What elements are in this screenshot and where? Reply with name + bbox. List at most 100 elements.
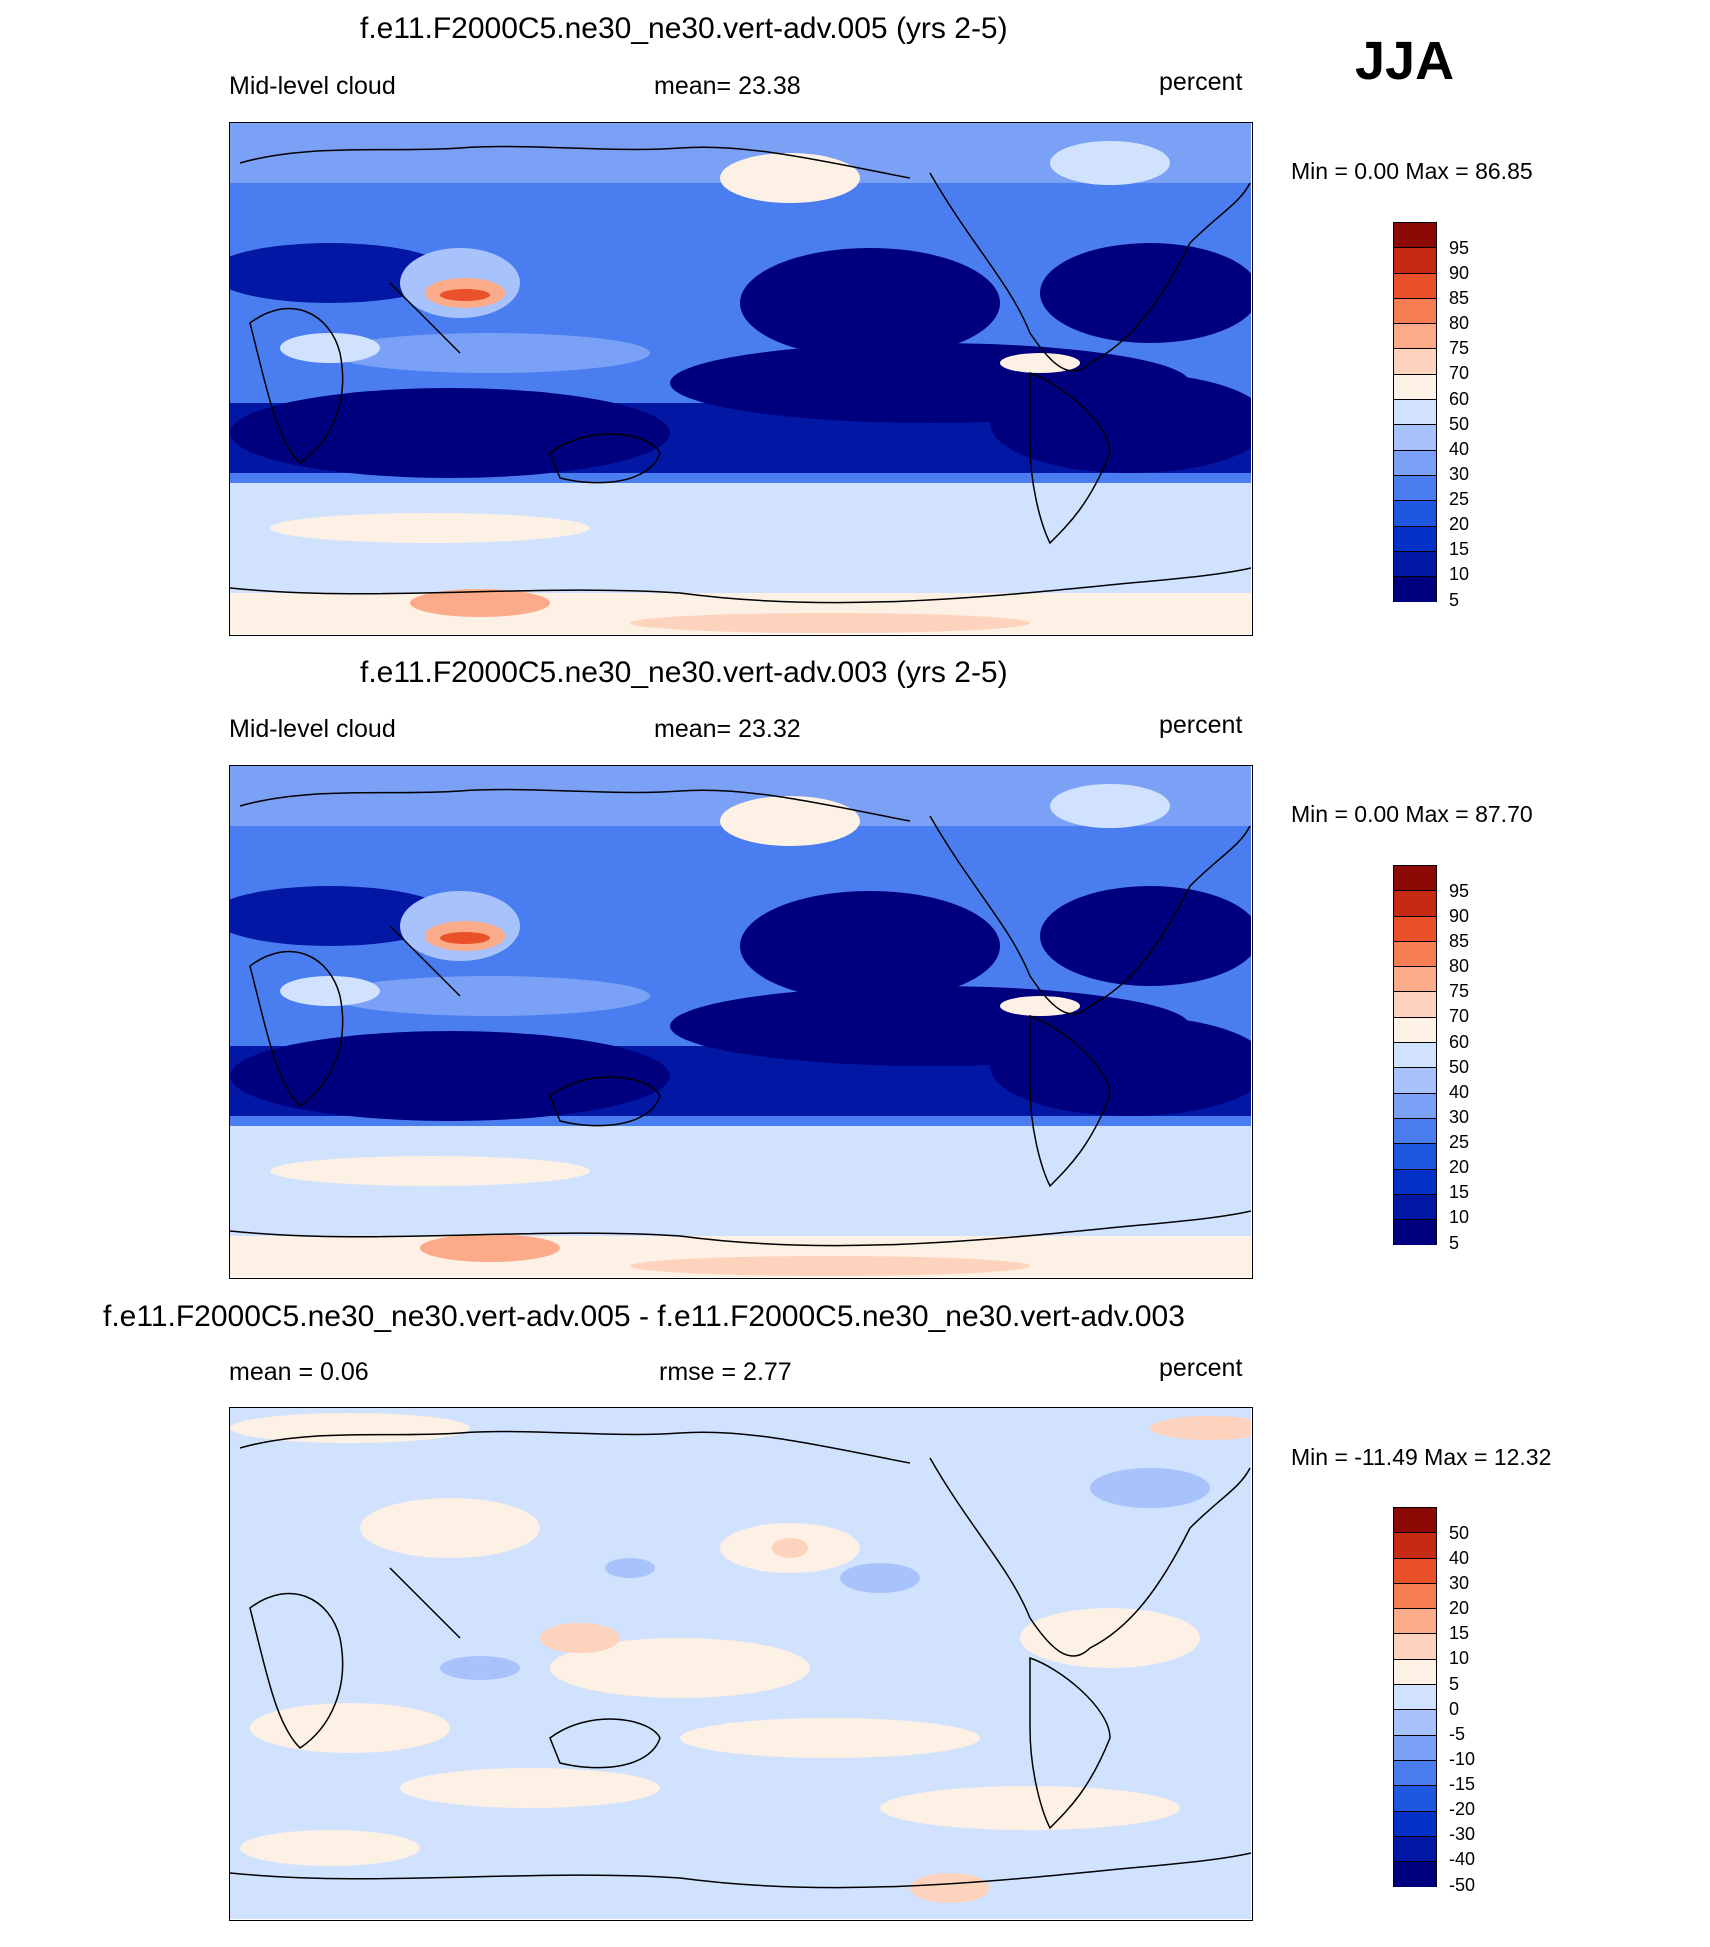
- colorbar-tick: -5: [1449, 1724, 1466, 1744]
- colorbar-tick: 50: [1449, 1523, 1470, 1543]
- panel-3-map: [229, 1407, 1253, 1921]
- colorbar-tick: 80: [1449, 313, 1470, 333]
- colorbar-tick: 95: [1449, 881, 1470, 901]
- colorbar-swatch-1: [1394, 248, 1436, 274]
- colorbar-tick: 40: [1449, 1082, 1470, 1102]
- colorbar-swatch-13: [1394, 551, 1436, 578]
- panel-2-mean-label: mean= 23.32: [654, 715, 801, 743]
- colorbar-swatch-5: [1394, 992, 1436, 1018]
- colorbar-tick: 20: [1449, 1598, 1470, 1618]
- colorbar-tick: 15: [1449, 539, 1470, 559]
- panel-2-colorbar-swatches: [1393, 865, 1437, 1246]
- colorbar-tick: 40: [1449, 1548, 1470, 1568]
- colorbar-tick: 25: [1449, 489, 1470, 509]
- colorbar-tick: 80: [1449, 956, 1470, 976]
- colorbar-swatch-8: [1394, 1710, 1436, 1736]
- colorbar-swatch-5: [1394, 1634, 1436, 1660]
- panel-3-colorbar-swatches: [1393, 1507, 1437, 1888]
- colorbar-swatch-11: [1394, 1144, 1436, 1170]
- colorbar-tick: 50: [1449, 1057, 1470, 1077]
- colorbar-swatch-11: [1394, 501, 1436, 527]
- colorbar-swatch-13: [1394, 1194, 1436, 1221]
- colorbar-swatch-3: [1394, 1583, 1436, 1610]
- colorbar-swatch-14: [1394, 1220, 1436, 1246]
- colorbar-tick: 5: [1449, 1674, 1460, 1694]
- colorbar-swatch-2: [1394, 1558, 1436, 1584]
- colorbar-swatch-4: [1394, 1609, 1436, 1635]
- colorbar-tick: 5: [1449, 590, 1460, 610]
- colorbar-tick: 95: [1449, 238, 1470, 258]
- panel-1-field: [230, 123, 1251, 634]
- panel-2-minmax: Min = 0.00 Max = 87.70: [1291, 801, 1533, 827]
- panel-1-mean-label: mean= 23.38: [654, 72, 801, 100]
- colorbar-swatch-4: [1394, 967, 1436, 993]
- colorbar-swatch-12: [1394, 526, 1436, 552]
- colorbar-swatch-4: [1394, 324, 1436, 350]
- colorbar-tick: 20: [1449, 514, 1470, 534]
- colorbar-tick: 25: [1449, 1132, 1470, 1152]
- colorbar-tick: 90: [1449, 906, 1470, 926]
- panel-3-mean-label: mean = 0.06: [229, 1358, 369, 1386]
- colorbar-swatch-5: [1394, 349, 1436, 375]
- panel-1-map: [229, 122, 1253, 636]
- colorbar-swatch-8: [1394, 1068, 1436, 1094]
- colorbar-swatch-10: [1394, 475, 1436, 502]
- colorbar-tick: 75: [1449, 981, 1470, 1001]
- colorbar-tick: -50: [1449, 1875, 1476, 1895]
- season-label: JJA: [1355, 31, 1455, 91]
- panel-2-map: [229, 765, 1253, 1279]
- colorbar-tick: 30: [1449, 1107, 1470, 1127]
- panel-2-variable-label: Mid-level cloud: [229, 715, 396, 743]
- colorbar-tick: 0: [1449, 1699, 1460, 1719]
- colorbar-tick: 70: [1449, 363, 1470, 383]
- colorbar-swatch-10: [1394, 1760, 1436, 1787]
- colorbar-swatch-7: [1394, 400, 1436, 426]
- colorbar-tick: 15: [1449, 1623, 1470, 1643]
- colorbar-swatch-9: [1394, 1093, 1436, 1119]
- colorbar-swatch-12: [1394, 1811, 1436, 1837]
- colorbar-tick: -30: [1449, 1824, 1476, 1844]
- colorbar-swatch-9: [1394, 450, 1436, 476]
- colorbar-tick: -10: [1449, 1749, 1476, 1769]
- colorbar-tick: 10: [1449, 1648, 1470, 1668]
- colorbar-tick: 30: [1449, 464, 1470, 484]
- colorbar-tick: 40: [1449, 439, 1470, 459]
- colorbar-swatch-11: [1394, 1786, 1436, 1812]
- colorbar-tick: -40: [1449, 1849, 1476, 1869]
- colorbar-swatch-6: [1394, 374, 1436, 401]
- colorbar-tick: 85: [1449, 931, 1470, 951]
- panel-3-units-label: percent: [1159, 1354, 1243, 1382]
- panel-3-field: [230, 1408, 1251, 1919]
- colorbar-swatch-0: [1394, 1508, 1436, 1534]
- colorbar-tick: 60: [1449, 389, 1470, 409]
- colorbar-tick: 60: [1449, 1032, 1470, 1052]
- colorbar-swatch-7: [1394, 1685, 1436, 1711]
- colorbar-tick: -20: [1449, 1799, 1476, 1819]
- colorbar-swatch-3: [1394, 941, 1436, 968]
- panel-1-variable-label: Mid-level cloud: [229, 72, 396, 100]
- colorbar-swatch-0: [1394, 866, 1436, 892]
- panel-2-title: f.e11.F2000C5.ne30_ne30.vert-adv.003 (yr…: [360, 656, 1008, 689]
- colorbar-swatch-10: [1394, 1118, 1436, 1145]
- colorbar-tick: 70: [1449, 1006, 1470, 1026]
- colorbar-swatch-7: [1394, 1043, 1436, 1069]
- panel-3-title: f.e11.F2000C5.ne30_ne30.vert-adv.005 - f…: [103, 1300, 1185, 1333]
- colorbar-swatch-1: [1394, 891, 1436, 917]
- colorbar-tick: 30: [1449, 1573, 1470, 1593]
- colorbar-tick: 5: [1449, 1233, 1460, 1253]
- panel-3-rmse-label: rmse = 2.77: [659, 1358, 792, 1386]
- panel-1-minmax: Min = 0.00 Max = 86.85: [1291, 158, 1533, 184]
- colorbar-swatch-6: [1394, 1659, 1436, 1686]
- colorbar-tick: 90: [1449, 263, 1470, 283]
- colorbar-swatch-8: [1394, 425, 1436, 451]
- colorbar-tick: 10: [1449, 1207, 1470, 1227]
- colorbar-tick: 75: [1449, 338, 1470, 358]
- panel-3-minmax: Min = -11.49 Max = 12.32: [1291, 1444, 1552, 1470]
- panel-1-title: f.e11.F2000C5.ne30_ne30.vert-adv.005 (yr…: [360, 12, 1008, 45]
- colorbar-tick: 85: [1449, 288, 1470, 308]
- panel-2-units-label: percent: [1159, 711, 1243, 739]
- panel-2-field: [230, 766, 1251, 1277]
- colorbar-swatch-6: [1394, 1017, 1436, 1044]
- colorbar-swatch-2: [1394, 916, 1436, 942]
- colorbar-swatch-3: [1394, 298, 1436, 325]
